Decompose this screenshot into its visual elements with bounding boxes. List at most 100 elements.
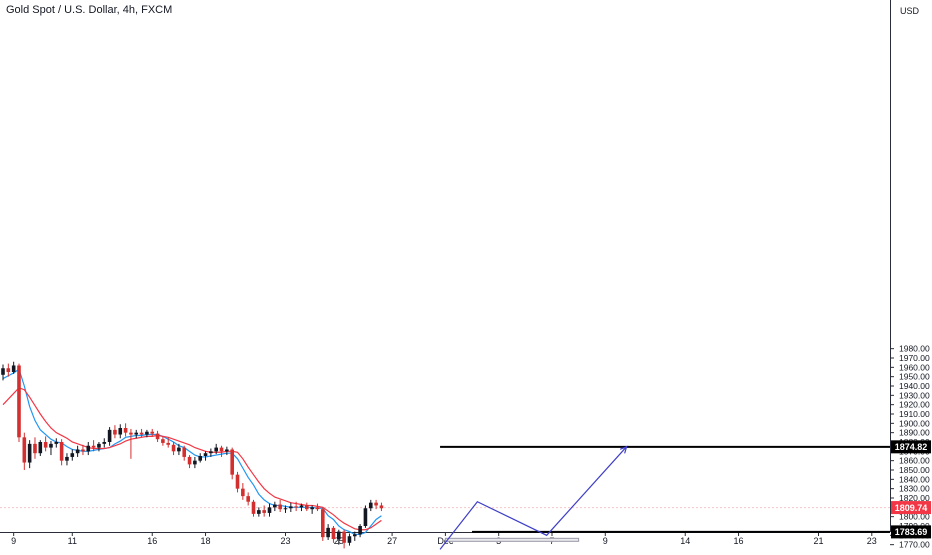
y-tick-label: 1800.00 bbox=[899, 512, 930, 522]
level-price-label: 1783.69 bbox=[895, 527, 928, 537]
candle-body bbox=[241, 488, 245, 497]
candle-body bbox=[17, 365, 21, 438]
candle-body bbox=[97, 443, 101, 448]
candle-body bbox=[38, 441, 43, 454]
y-tick-label: 1900.00 bbox=[899, 418, 930, 428]
candle-body bbox=[129, 432, 133, 435]
chart-title: Gold Spot / U.S. Dollar, 4h, FXCM bbox=[6, 4, 173, 16]
demand-zone bbox=[444, 537, 580, 542]
candle-body bbox=[150, 431, 155, 434]
candle-body bbox=[33, 443, 37, 454]
candle-body bbox=[171, 444, 176, 452]
y-tick-label: 1850.00 bbox=[899, 465, 930, 475]
candles-group bbox=[1, 361, 384, 549]
ema_fast-line bbox=[2, 368, 382, 535]
candle-body bbox=[123, 427, 128, 433]
candle-body bbox=[273, 504, 277, 508]
x-tick-label: 11 bbox=[68, 536, 77, 546]
x-tick-label: 16 bbox=[734, 536, 744, 546]
y-tick-label: 1980.00 bbox=[899, 344, 930, 354]
candle-body bbox=[267, 507, 272, 513]
candle-body bbox=[262, 510, 266, 513]
y-tick-label: 1890.00 bbox=[899, 428, 930, 438]
candle-body bbox=[289, 506, 293, 509]
ema_slow-line bbox=[2, 387, 382, 531]
candle-body bbox=[166, 442, 171, 445]
candle-body bbox=[358, 525, 362, 535]
candle-body bbox=[118, 427, 123, 435]
y-tick-label: 1860.00 bbox=[899, 456, 930, 466]
candle-body bbox=[187, 456, 192, 465]
x-tick-label: 23 bbox=[867, 536, 877, 546]
candle-body bbox=[251, 501, 256, 514]
y-tick-label: 1830.00 bbox=[899, 484, 930, 494]
candle-body bbox=[374, 502, 378, 506]
candle-body bbox=[347, 536, 352, 543]
candle-body bbox=[107, 429, 112, 442]
x-tick-label: 27 bbox=[387, 536, 397, 546]
candle-body bbox=[65, 456, 69, 461]
candle-body bbox=[49, 443, 53, 448]
projection-path bbox=[439, 446, 628, 550]
candle-body bbox=[182, 447, 187, 457]
candle-body bbox=[198, 455, 203, 461]
candle-body bbox=[27, 443, 32, 463]
x-tick-label: 9 bbox=[11, 536, 16, 546]
candle-body bbox=[113, 429, 117, 435]
candle-body bbox=[310, 507, 314, 510]
candle-body bbox=[363, 508, 368, 526]
candle-body bbox=[43, 441, 48, 448]
candle-body bbox=[209, 451, 213, 454]
y-tick-label: 1960.00 bbox=[899, 362, 930, 372]
y-tick-label: 1930.00 bbox=[899, 390, 930, 400]
candle-body bbox=[321, 509, 325, 538]
candle-body bbox=[139, 432, 144, 435]
y-tick-label: 1970.00 bbox=[899, 353, 930, 363]
candle-body bbox=[155, 433, 160, 440]
price-axis-background bbox=[890, 0, 932, 550]
x-tick-label: 9 bbox=[603, 536, 608, 546]
candle-body bbox=[294, 506, 298, 508]
candle-body bbox=[134, 432, 139, 435]
candle-body bbox=[59, 441, 64, 461]
x-tick-label: 14 bbox=[680, 536, 690, 546]
candle-body bbox=[161, 439, 165, 443]
candle-body bbox=[11, 365, 16, 372]
candle-body bbox=[336, 531, 341, 540]
candle-body bbox=[278, 504, 282, 510]
candle-body bbox=[145, 431, 149, 435]
candle-body bbox=[70, 453, 75, 457]
y-tick-label: 1770.00 bbox=[899, 540, 930, 550]
candle-body bbox=[81, 449, 85, 452]
candle-body bbox=[331, 527, 336, 540]
y-tick-label: 1920.00 bbox=[899, 400, 930, 410]
x-tick-label: 23 bbox=[280, 536, 290, 546]
level-price-label: 1874.82 bbox=[895, 442, 928, 452]
candle-body bbox=[203, 453, 208, 456]
x-tick-label: 16 bbox=[147, 536, 157, 546]
candle-body bbox=[230, 449, 234, 475]
candle-body bbox=[326, 527, 330, 538]
currency-label: USD bbox=[900, 6, 920, 16]
y-tick-label: 1820.00 bbox=[899, 493, 930, 503]
y-tick-label: 1940.00 bbox=[899, 381, 930, 391]
projection-arrowhead bbox=[619, 445, 628, 454]
candle-body bbox=[352, 534, 357, 537]
candle-body bbox=[102, 441, 107, 444]
candle-body bbox=[214, 447, 218, 452]
x-tick-label: 18 bbox=[201, 536, 211, 546]
y-tick-label: 1950.00 bbox=[899, 372, 930, 382]
level-price-label-bg bbox=[891, 525, 931, 539]
candle-body bbox=[379, 505, 384, 509]
candle-body bbox=[315, 507, 320, 510]
candle-body bbox=[91, 445, 96, 448]
current-price-label: 1809.74 bbox=[895, 503, 928, 513]
candle-body bbox=[86, 445, 91, 452]
x-tick-label: 21 bbox=[813, 536, 823, 546]
candle-body bbox=[54, 441, 59, 444]
candle-body bbox=[246, 496, 250, 502]
y-tick-label: 1910.00 bbox=[899, 409, 930, 419]
candle-body bbox=[257, 510, 261, 514]
